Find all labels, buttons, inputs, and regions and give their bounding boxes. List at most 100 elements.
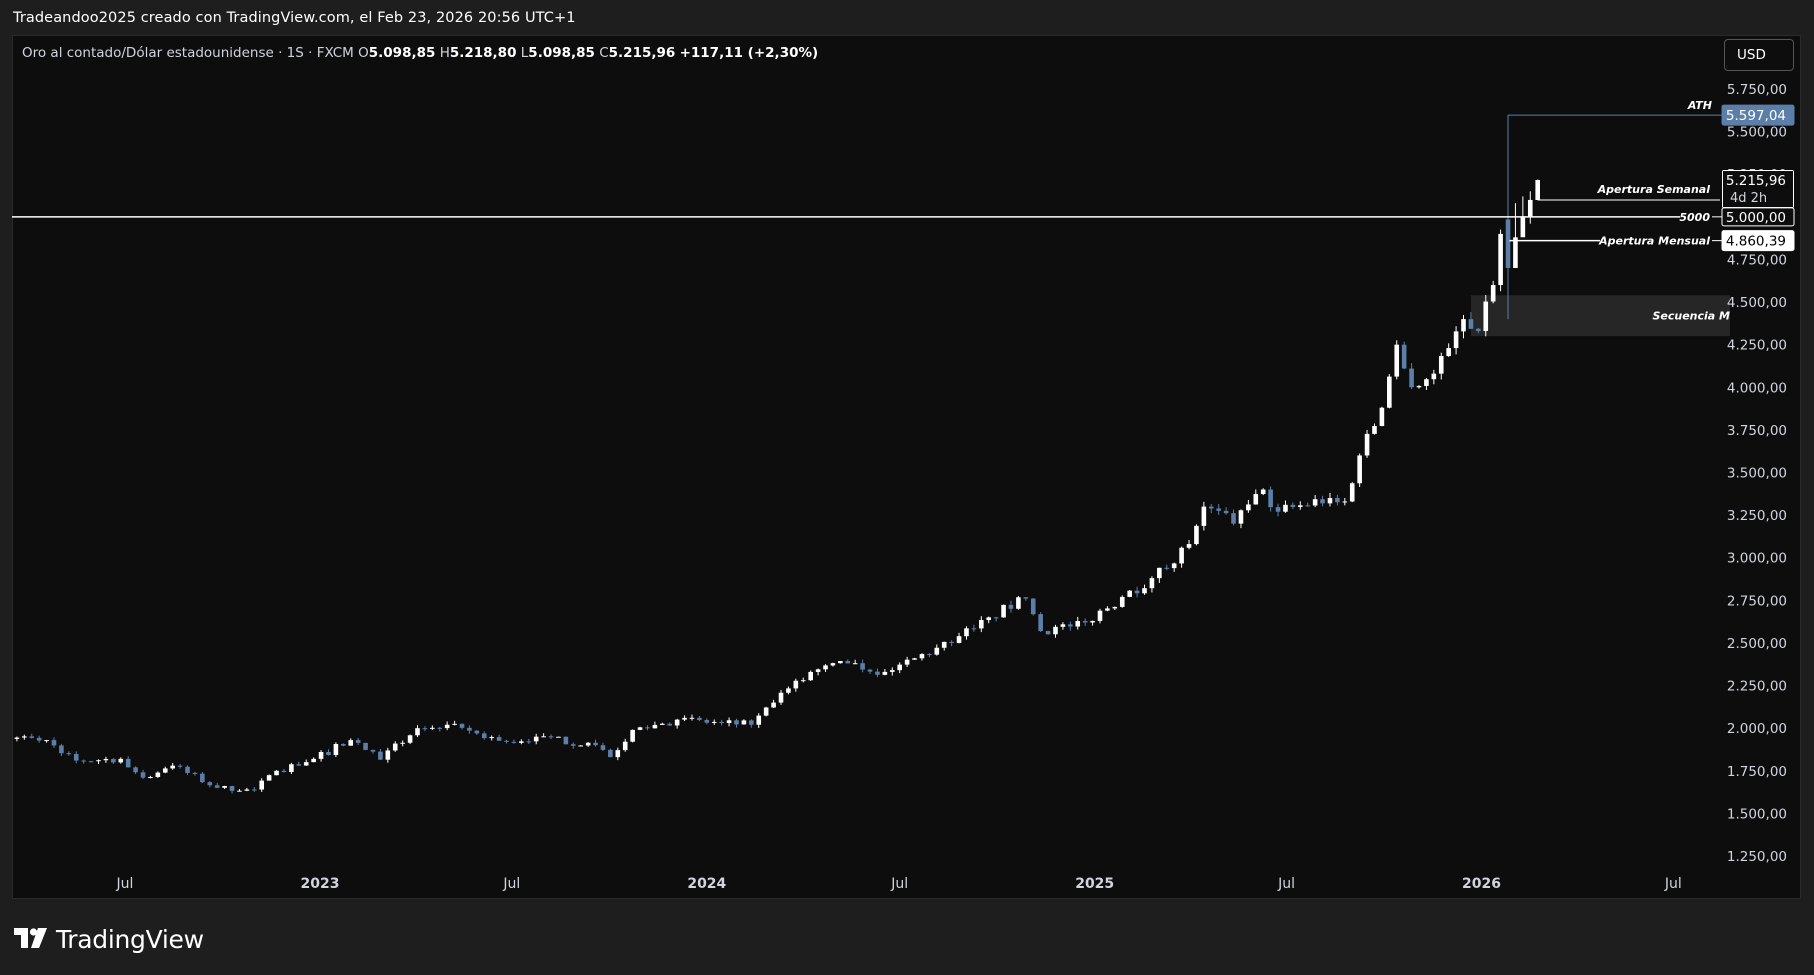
candle-down[interactable] <box>1030 598 1036 615</box>
candle-up[interactable] <box>808 671 813 681</box>
candle-up[interactable] <box>541 736 546 738</box>
candle-down[interactable] <box>1164 567 1170 569</box>
candle-down[interactable] <box>59 745 64 754</box>
candle-up[interactable] <box>756 715 762 725</box>
candle-up[interactable] <box>103 758 109 761</box>
candle-up[interactable] <box>637 727 643 730</box>
candle-down[interactable] <box>355 740 361 743</box>
candle-down[interactable] <box>140 772 146 778</box>
candle-up[interactable] <box>14 737 20 739</box>
candle-down[interactable] <box>459 723 465 728</box>
candle-down[interactable] <box>133 767 138 773</box>
candle-up[interactable] <box>578 745 584 747</box>
currency-button[interactable]: USD <box>1724 39 1794 71</box>
ath-price-badge[interactable] <box>1721 104 1795 126</box>
candle-down[interactable] <box>1231 513 1236 524</box>
candle-up[interactable] <box>882 671 888 675</box>
candle-down[interactable] <box>719 721 724 724</box>
candle-up[interactable] <box>979 620 984 629</box>
candle-up[interactable] <box>148 776 153 778</box>
candle-up[interactable] <box>1260 489 1266 495</box>
candle-down[interactable] <box>496 737 502 741</box>
candle-up[interactable] <box>852 663 858 665</box>
candle-down[interactable] <box>570 744 576 746</box>
candle-up[interactable] <box>44 740 49 742</box>
candle-down[interactable] <box>251 789 257 791</box>
candle-down[interactable] <box>734 720 739 725</box>
candle-up[interactable] <box>934 647 940 655</box>
candle-down[interactable] <box>378 751 383 760</box>
candle-up[interactable] <box>778 692 784 703</box>
candle-up[interactable] <box>1053 626 1058 635</box>
candle-up[interactable] <box>1297 505 1303 507</box>
candle-down[interactable] <box>1505 219 1511 268</box>
candle-up[interactable] <box>838 661 843 664</box>
candle-up[interactable] <box>1483 301 1489 332</box>
candle-down[interactable] <box>125 758 131 768</box>
candle-down[interactable] <box>993 617 999 619</box>
candle-down[interactable] <box>867 669 873 672</box>
candle-up[interactable] <box>771 702 776 708</box>
candle-up[interactable] <box>1001 604 1006 618</box>
candle-up[interactable] <box>919 654 925 659</box>
candle-down[interactable] <box>296 764 302 766</box>
candle-up[interactable] <box>726 720 732 724</box>
candle-up[interactable] <box>1387 376 1392 408</box>
candle-up[interactable] <box>162 768 168 773</box>
candle-up[interactable] <box>1431 373 1437 380</box>
candle-up[interactable] <box>274 770 279 776</box>
candle-up[interactable] <box>904 659 910 665</box>
candle-down[interactable] <box>36 737 42 741</box>
candle-up[interactable] <box>1283 504 1288 512</box>
candle-up[interactable] <box>400 742 405 744</box>
candle-up[interactable] <box>22 736 27 738</box>
candle-down[interactable] <box>593 742 598 746</box>
candle-up[interactable] <box>1372 426 1377 434</box>
candle-up[interactable] <box>444 724 450 729</box>
candle-down[interactable] <box>749 720 754 725</box>
candle-up[interactable] <box>348 740 354 746</box>
candle-up[interactable] <box>897 664 903 671</box>
candle-down[interactable] <box>860 663 865 670</box>
candle-down[interactable] <box>281 770 287 772</box>
candle-down[interactable] <box>1223 510 1229 514</box>
candle-down[interactable] <box>548 736 554 738</box>
candle-up[interactable] <box>1171 563 1177 569</box>
candle-up[interactable] <box>1513 237 1518 268</box>
candle-down[interactable] <box>177 765 183 767</box>
candle-up[interactable] <box>1016 597 1021 609</box>
candle-up[interactable] <box>266 775 272 781</box>
time-axis[interactable]: Jul 2023 Jul 2024 Jul 2025 Jul 2026 Jul <box>116 876 1682 892</box>
candle-up[interactable] <box>1342 501 1348 503</box>
candle-up[interactable] <box>1201 506 1207 526</box>
candle-up[interactable] <box>741 720 747 725</box>
candle-down[interactable] <box>88 761 94 763</box>
candle-up[interactable] <box>1112 606 1118 609</box>
candle-up[interactable] <box>1349 483 1355 502</box>
candle-down[interactable] <box>1216 508 1221 511</box>
monthly-open-price-badge[interactable] <box>1721 230 1795 252</box>
candle-up[interactable] <box>1520 216 1526 238</box>
candle-up[interactable] <box>1416 385 1422 388</box>
candle-up[interactable] <box>630 729 635 742</box>
candle-up[interactable] <box>289 764 294 772</box>
candle-down[interactable] <box>608 749 613 758</box>
candle-down[interactable] <box>81 760 86 762</box>
candle-up[interactable] <box>986 617 992 621</box>
candle-up[interactable] <box>622 741 628 751</box>
candle-up[interactable] <box>333 743 339 755</box>
candle-down[interactable] <box>667 723 673 726</box>
candle-up[interactable] <box>1446 348 1451 357</box>
candle-up[interactable] <box>430 727 435 729</box>
candle-up[interactable] <box>1535 180 1540 200</box>
candle-down[interactable] <box>200 773 205 783</box>
candle-down[interactable] <box>511 741 517 743</box>
candle-up[interactable] <box>912 658 917 660</box>
candle-down[interactable] <box>467 727 472 731</box>
candle-up[interactable] <box>392 743 398 751</box>
candle-down[interactable] <box>73 754 79 761</box>
candle-up[interactable] <box>711 721 717 723</box>
candle-down[interactable] <box>29 736 35 738</box>
candle-up[interactable] <box>259 780 265 790</box>
